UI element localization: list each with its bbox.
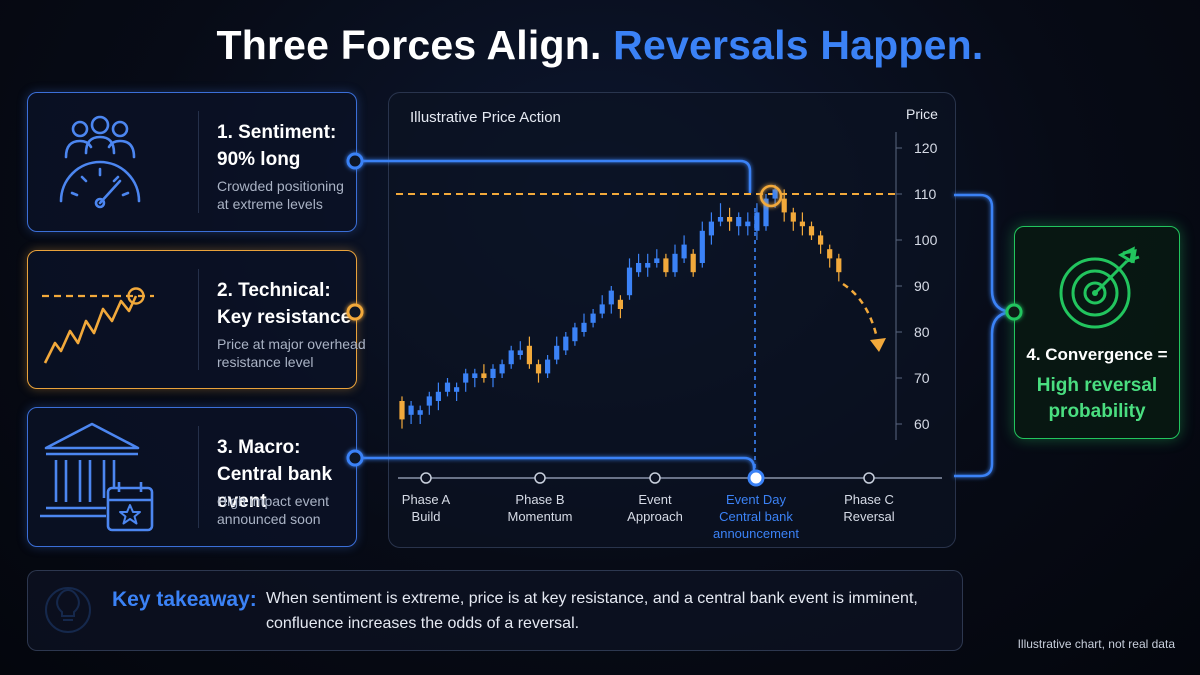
convergence-label: 4. Convergence =	[1026, 345, 1168, 364]
convergence-connector-bottom	[954, 310, 1015, 478]
chart-panel	[388, 92, 956, 548]
title-part-white: Three Forces Align.	[216, 22, 602, 68]
card-divider	[198, 111, 199, 213]
technical-desc-line1: Price at major overhead	[217, 336, 366, 352]
convergence-card: 4. Convergence = High reversal probabili…	[1014, 226, 1180, 439]
card-divider	[198, 426, 199, 528]
footnote: Illustrative chart, not real data	[1017, 637, 1175, 651]
convergence-result-line2: probability	[1048, 401, 1146, 422]
takeaway-label: Key takeaway:	[112, 588, 257, 611]
convergence-result: High reversal probability	[1015, 373, 1179, 425]
technical-card: 2. Technical: Key resistance Price at ma…	[27, 250, 366, 389]
macro-title-line2: Central bank event	[217, 464, 333, 512]
macro-card: 3. Macro: Central bank event High impact…	[27, 407, 357, 547]
macro-title: 3. Macro: Central bank event	[217, 434, 367, 515]
page-title: Three Forces Align. Reversals Happen.	[0, 22, 1200, 69]
takeaway-text: When sentiment is extreme, price is at k…	[266, 586, 946, 636]
takeaway-box: Key takeaway: When sentiment is extreme,…	[27, 570, 963, 651]
technical-desc-line2: resistance level	[217, 354, 314, 370]
crowd-gauge-icon	[28, 93, 170, 231]
technical-title-line1: 2. Technical:	[217, 280, 331, 301]
convergence-result-line1: High reversal	[1036, 375, 1158, 396]
resistance-line-icon	[28, 251, 170, 388]
macro-description: High impact event announced soon	[217, 492, 367, 528]
sentiment-title-line2: 90% long	[217, 149, 301, 170]
macro-desc-line2: announced soon	[217, 511, 321, 527]
sentiment-title-line1: 1. Sentiment:	[217, 122, 337, 143]
sentiment-description: Crowded positioning at extreme levels	[217, 177, 367, 213]
sentiment-card: 1. Sentiment: 90% long Crowded positioni…	[27, 92, 357, 232]
technical-title: 2. Technical: Key resistance	[217, 277, 367, 331]
sentiment-desc-line1: Crowded positioning	[217, 178, 344, 194]
macro-title-line1: 3. Macro:	[217, 437, 301, 458]
card-divider	[198, 269, 199, 370]
macro-desc-line1: High impact event	[217, 493, 330, 509]
technical-description: Price at major overhead resistance level	[217, 335, 372, 371]
bank-calendar-icon	[28, 408, 170, 546]
target-icon	[1059, 246, 1140, 329]
technical-title-line2: Key resistance	[217, 307, 352, 328]
takeaway-text-line2: confluence increases the odds of a rever…	[266, 615, 580, 632]
sentiment-desc-line2: at extreme levels	[217, 196, 323, 212]
sentiment-title: 1. Sentiment: 90% long	[217, 119, 367, 173]
convergence-connector-top	[954, 193, 1015, 314]
title-part-blue: Reversals Happen.	[613, 22, 984, 68]
takeaway-text-line1: When sentiment is extreme, price is at k…	[266, 590, 918, 607]
